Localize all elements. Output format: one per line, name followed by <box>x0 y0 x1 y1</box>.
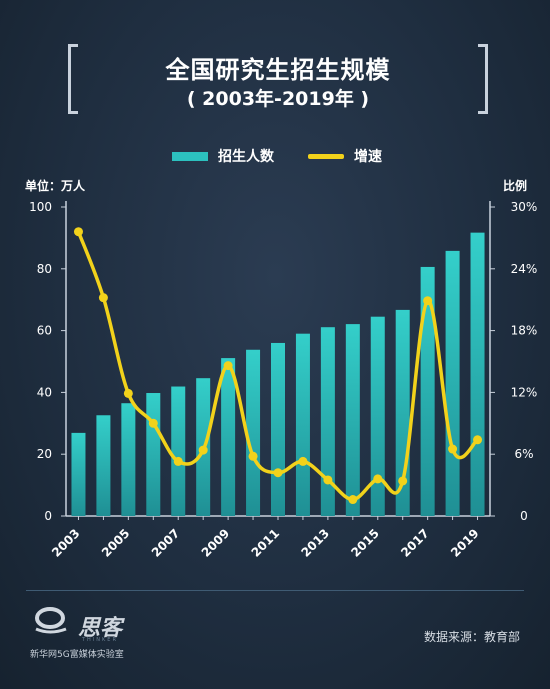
legend-item-bars: 招生人数 <box>172 146 274 166</box>
y-tick-label-left: 40 <box>37 385 52 399</box>
org-name: 新华网5G富媒体实验室 <box>30 650 124 660</box>
growth-point-2006 <box>148 418 158 428</box>
bar-2004 <box>96 415 111 516</box>
legend-bar-swatch <box>172 151 208 161</box>
x-tick-label: 2013 <box>298 526 332 560</box>
growth-point-2013 <box>323 475 333 485</box>
thinker-logo-icon <box>35 607 67 634</box>
x-tick-label: 2003 <box>49 526 83 560</box>
growth-point-2014 <box>348 495 358 505</box>
growth-point-2010 <box>248 451 258 461</box>
bar-2015 <box>370 316 385 516</box>
growth-point-2015 <box>373 474 383 484</box>
bar-2009 <box>221 358 236 516</box>
growth-point-2005 <box>123 388 133 398</box>
growth-point-2003 <box>73 227 83 237</box>
x-tick-label: 2017 <box>398 526 432 560</box>
growth-point-2011 <box>273 468 283 478</box>
chart-canvas: 0 20 40 60 80 100 0 6% 12% 18% 24% 30% 2003 2005 2007 2… <box>29 200 538 560</box>
chart-subtitle: ( 2003年-2019年 ) <box>186 88 370 110</box>
y-tick-label-left: 100 <box>29 200 52 214</box>
growth-point-2012 <box>298 456 308 466</box>
y-tick-label-left: 60 <box>37 324 52 338</box>
bar-2007 <box>171 386 186 516</box>
growth-point-2019 <box>473 435 483 445</box>
bar-2014 <box>345 324 360 516</box>
chart-title: 全国研究生招生规模 <box>165 56 391 84</box>
y-tick-label-left: 0 <box>44 509 52 523</box>
legend-line-swatch <box>308 153 344 159</box>
x-tick-label: 2005 <box>99 526 133 560</box>
y-tick-label-left: 20 <box>37 447 52 461</box>
y-tick-label-right: 18% <box>511 324 538 338</box>
x-tick-label: 2007 <box>149 526 183 560</box>
y-tick-label-right: 0 <box>520 509 528 523</box>
bar-2018 <box>445 250 460 517</box>
growth-point-2004 <box>98 293 108 303</box>
bar-2010 <box>246 349 261 516</box>
legend-item-line: 增速 <box>308 146 382 166</box>
bar-2013 <box>320 327 335 516</box>
growth-point-2018 <box>448 444 458 454</box>
y-tick-label-right: 24% <box>511 262 538 276</box>
y-tick-label-left: 80 <box>37 262 52 276</box>
logo-text: 思客 <box>78 615 123 641</box>
bar-2017 <box>420 266 435 516</box>
legend-bar-label: 招生人数 <box>218 149 274 165</box>
legend: 招生人数 增速 <box>0 146 550 166</box>
y-tick-label-right: 30% <box>511 200 538 214</box>
bar-2006 <box>146 393 161 516</box>
bar-2012 <box>295 333 310 516</box>
growth-point-2007 <box>173 456 183 466</box>
growth-point-2009 <box>223 361 233 371</box>
data-source: 数据来源：教育部 <box>423 630 520 644</box>
y-tick-label-right: 12% <box>511 385 538 399</box>
bar-2003 <box>71 432 86 516</box>
growth-point-2008 <box>198 445 208 455</box>
footer-divider <box>26 590 524 591</box>
x-tick-label: 2011 <box>249 526 283 560</box>
growth-point-2017 <box>423 296 433 306</box>
x-tick-label: 2009 <box>199 526 233 560</box>
logo-subtext: THINKER <box>82 637 118 643</box>
legend-line-label: 增速 <box>354 149 382 165</box>
bar-2011 <box>271 342 285 516</box>
growth-point-2016 <box>398 476 408 486</box>
y-tick-label-right: 6% <box>514 447 533 461</box>
bar-2005 <box>121 403 136 516</box>
x-tick-label: 2019 <box>448 526 482 560</box>
x-tick-label: 2015 <box>348 526 382 560</box>
bar-2019 <box>470 232 485 516</box>
title-frame: 全国研究生招生规模 ( 2003年-2019年 ) <box>68 44 488 114</box>
right-axis-title: 比例 <box>503 179 528 193</box>
left-axis-title: 单位：万人 <box>25 179 86 193</box>
